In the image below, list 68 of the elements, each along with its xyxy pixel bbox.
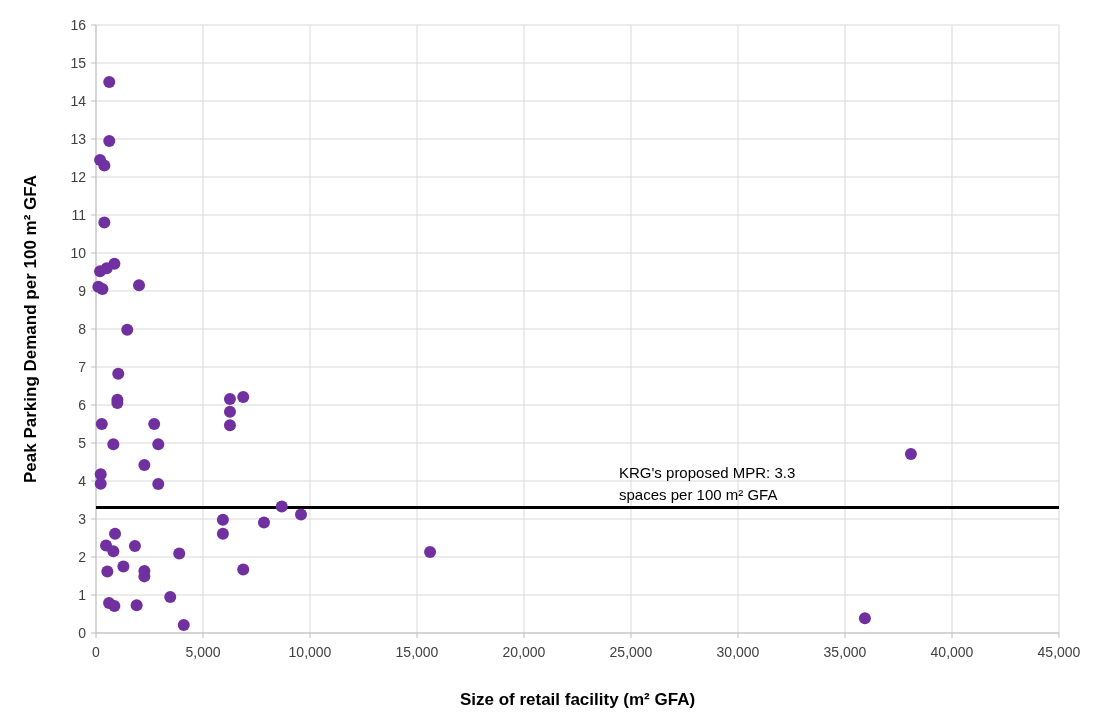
x-tick-label: 10,000 [288, 644, 332, 660]
y-tick-label: 10 [70, 244, 87, 261]
x-tick-label: 35,000 [823, 644, 867, 660]
x-tick-label: 40,000 [930, 644, 974, 660]
point [108, 600, 121, 613]
x-tick-label: 15,000 [395, 644, 439, 660]
ref-line-label: KRG's proposed MPR: 3.3 spaces per 100 m² GFA [619, 463, 796, 503]
y-tick-label: 16 [70, 16, 87, 33]
y-tick-label: 11 [71, 206, 87, 223]
point [98, 216, 111, 229]
point [152, 478, 165, 491]
x-tick-label: 5,000 [185, 644, 221, 660]
point [138, 459, 151, 472]
x-tick-label: 25,000 [609, 644, 653, 660]
point [130, 599, 143, 612]
point [103, 134, 116, 147]
point [117, 560, 130, 573]
point [177, 619, 190, 632]
y-tick-label: 9 [78, 282, 87, 299]
y-tick-label: 6 [78, 396, 87, 413]
point [164, 590, 177, 603]
y-tick-label: 3 [78, 510, 87, 527]
x-tick-label: 45,000 [1037, 644, 1081, 660]
y-tick-label: 12 [70, 168, 87, 185]
point [109, 527, 122, 540]
point [107, 545, 120, 558]
point [148, 418, 161, 430]
point [95, 418, 108, 430]
y-tick-label: 2 [78, 548, 87, 565]
point [223, 419, 236, 432]
point [94, 265, 107, 278]
point [904, 448, 917, 461]
point [107, 438, 120, 451]
point [216, 513, 229, 526]
point [858, 612, 871, 625]
y-tick-label: 7 [78, 358, 87, 375]
point [101, 565, 114, 578]
point [424, 546, 437, 559]
point [98, 159, 111, 172]
point [257, 516, 270, 529]
y-tick-label: 15 [70, 54, 87, 71]
y-tick-label: 8 [78, 320, 87, 337]
x-tick-label: 30,000 [716, 644, 760, 660]
y-tick-label: 13 [70, 130, 87, 147]
x-tick-label: 20,000 [502, 644, 546, 660]
point [121, 323, 134, 336]
point [112, 367, 125, 380]
point [275, 500, 288, 513]
point [173, 547, 186, 560]
y-tick-label: 14 [70, 92, 87, 109]
y-tick-label: 4 [78, 472, 87, 489]
point [223, 392, 236, 405]
point [133, 279, 146, 292]
point [237, 563, 250, 576]
point [152, 438, 165, 451]
point [103, 76, 116, 88]
point [223, 405, 236, 418]
point [128, 539, 141, 552]
x-tick-label: 0 [92, 644, 101, 660]
x-axis-title: Size of retail facility (m² GFA) [459, 690, 696, 709]
point [96, 283, 109, 296]
y-tick-label: 5 [78, 434, 87, 451]
point [216, 527, 229, 540]
y-tick-label: 1 [78, 586, 87, 603]
point [295, 508, 308, 521]
point [237, 391, 250, 404]
y-tick-label: 0 [78, 624, 87, 641]
y-axis-title: Peak Parking Demand per 100 m² GFA [21, 174, 40, 484]
